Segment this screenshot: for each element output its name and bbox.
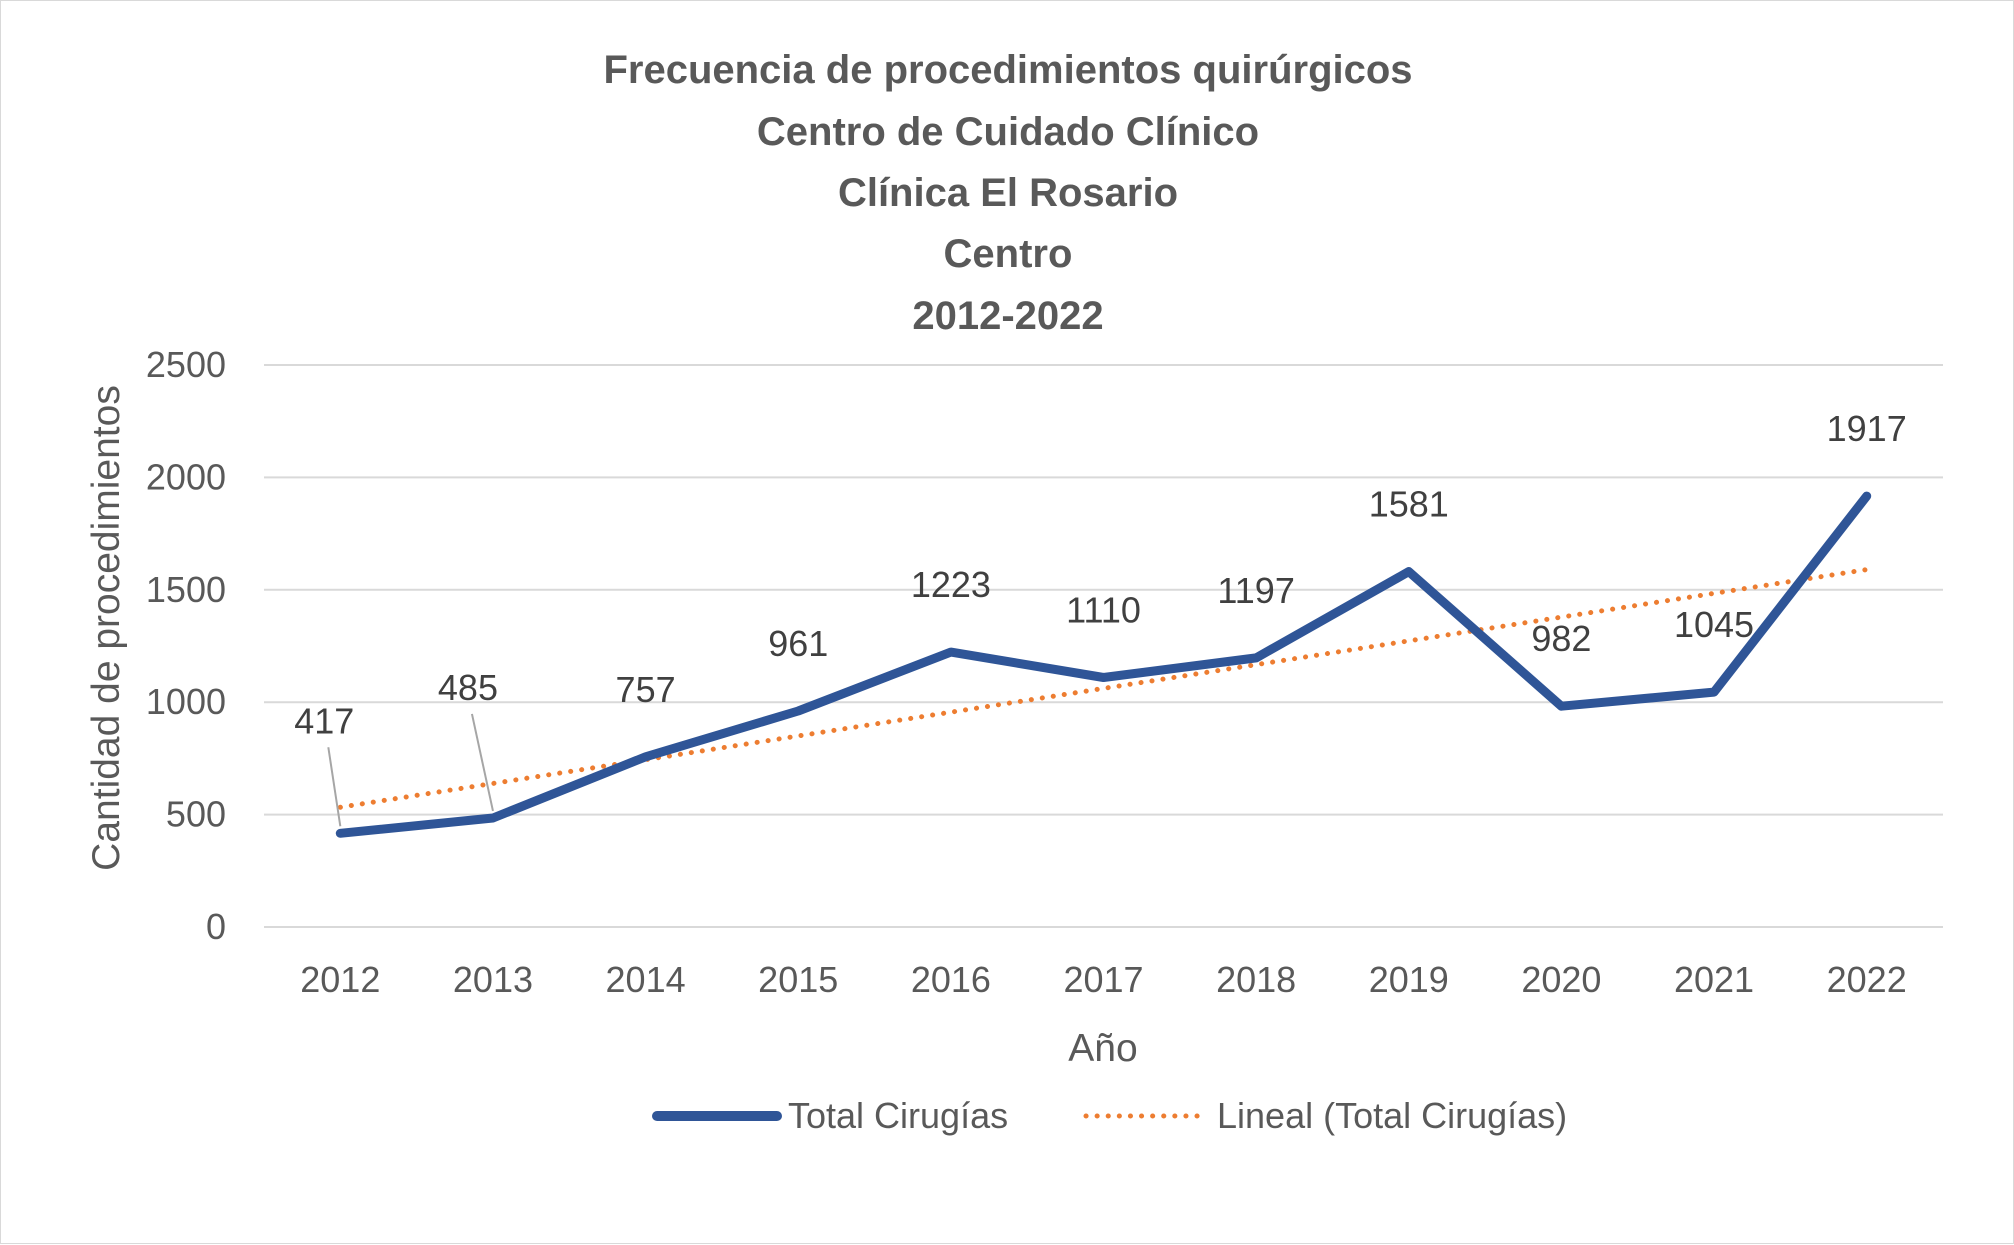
data-label: 961	[768, 623, 828, 664]
series-line-total-cirugias	[340, 496, 1866, 833]
data-label: 757	[616, 669, 676, 710]
chart-title: Frecuencia de procedimientos quirúrgicos…	[603, 48, 1412, 338]
y-tick-label: 0	[206, 906, 226, 947]
x-tick-label: 2012	[300, 959, 380, 1000]
data-labels: 417 485 757 961 1223 1110 1197 1581 982 1045 1917	[294, 408, 1906, 826]
x-axis-title: Año	[1068, 1027, 1137, 1070]
data-label: 1045	[1674, 604, 1754, 645]
gridlines	[264, 365, 1943, 927]
legend: Total Cirugías Lineal (Total Cirugías)	[657, 1095, 1567, 1136]
x-tick-label: 2016	[911, 959, 991, 1000]
data-label: 485	[438, 667, 498, 708]
y-tick-label: 1000	[146, 681, 226, 722]
y-tick-label: 500	[166, 794, 226, 835]
series-total-cirugias	[340, 496, 1867, 833]
x-tick-label: 2017	[1063, 959, 1143, 1000]
y-tick-label: 2000	[146, 456, 226, 497]
legend-label-trendline: Lineal (Total Cirugías)	[1217, 1095, 1567, 1136]
x-tick-label: 2019	[1369, 959, 1449, 1000]
x-tick-label: 2015	[758, 959, 838, 1000]
x-axis-ticks: 2012 2013 2014 2015 2016 2017 2018 2019 2020 2021…	[300, 959, 1906, 1000]
data-label: 1917	[1827, 408, 1907, 449]
data-label: 1581	[1369, 484, 1449, 525]
data-label-leader	[472, 714, 493, 811]
legend-label-total-cirugias: Total Cirugías	[788, 1095, 1008, 1136]
chart-title-line: 2012-2022	[912, 294, 1103, 338]
chart-title-line: Frecuencia de procedimientos quirúrgicos	[603, 48, 1412, 92]
x-tick-label: 2013	[453, 959, 533, 1000]
x-tick-label: 2014	[606, 959, 686, 1000]
chart-title-line: Centro de Cuidado Clínico	[757, 110, 1259, 154]
y-axis-ticks: 0 500 1000 1500 2000 2500	[146, 344, 226, 947]
data-label: 1197	[1217, 570, 1294, 611]
x-tick-label: 2021	[1674, 959, 1754, 1000]
x-tick-label: 2020	[1521, 959, 1601, 1000]
data-label: 1110	[1066, 589, 1141, 630]
data-label: 982	[1531, 618, 1591, 659]
y-tick-label: 2500	[146, 344, 226, 385]
data-label: 1223	[911, 564, 991, 605]
x-tick-label: 2018	[1216, 959, 1296, 1000]
chart-title-line: Clínica El Rosario	[838, 171, 1178, 215]
y-axis-title: Cantidad de procedimientos	[85, 385, 128, 871]
data-label: 417	[294, 700, 354, 741]
y-tick-label: 1500	[146, 569, 226, 610]
x-tick-label: 2022	[1827, 959, 1907, 1000]
chart-title-line: Centro	[944, 232, 1073, 276]
